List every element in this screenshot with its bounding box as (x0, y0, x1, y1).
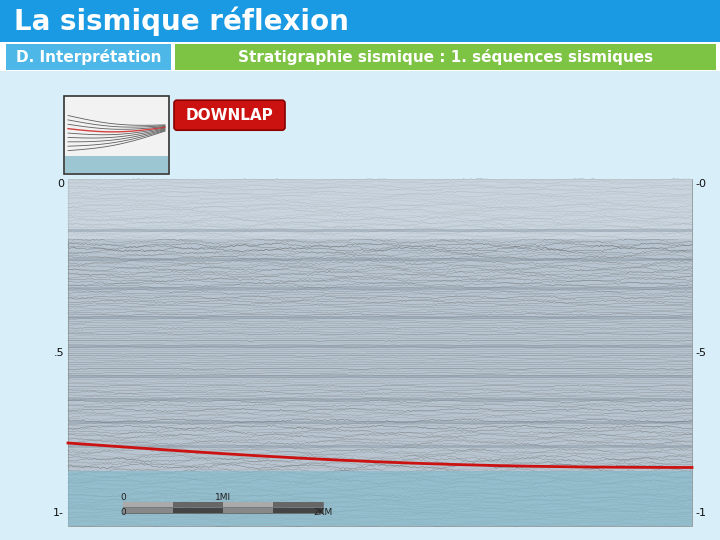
Bar (123, 508, 173, 513)
Bar (68, 375, 692, 377)
Bar (0, 0, 720, 42)
Bar (64, 96, 169, 174)
Text: -1: -1 (695, 508, 706, 518)
Bar (123, 502, 173, 507)
Bar (175, 44, 716, 70)
Text: 2KM: 2KM (313, 508, 333, 517)
Bar (68, 179, 692, 239)
Bar (223, 502, 273, 507)
Text: D. Interprétation: D. Interprétation (16, 49, 161, 65)
Bar (68, 258, 692, 261)
Bar (6, 44, 171, 70)
Text: -0: -0 (695, 179, 706, 189)
Bar (0, 71, 720, 540)
Bar (123, 508, 323, 513)
Bar (68, 346, 692, 348)
Bar (173, 508, 223, 513)
Text: 1-: 1- (53, 508, 64, 518)
Bar (68, 421, 692, 424)
Bar (68, 444, 692, 448)
Bar (68, 179, 692, 526)
Text: La sismique réflexion: La sismique réflexion (14, 6, 349, 36)
Bar (223, 508, 273, 513)
Bar (273, 508, 323, 513)
Text: -5: -5 (695, 348, 706, 357)
Text: 0: 0 (57, 179, 64, 189)
Bar (173, 502, 223, 507)
Bar (68, 471, 692, 526)
Text: DOWNLAP: DOWNLAP (186, 107, 274, 123)
Text: .5: .5 (53, 348, 64, 357)
Text: 0: 0 (120, 493, 126, 502)
Bar (65, 156, 168, 173)
Bar (68, 228, 692, 232)
Text: 0: 0 (120, 508, 126, 517)
Bar (68, 287, 692, 290)
Bar (273, 502, 323, 507)
FancyBboxPatch shape (174, 100, 285, 130)
Text: 1MI: 1MI (215, 493, 231, 502)
Bar (68, 316, 692, 319)
Bar (123, 502, 323, 507)
Bar (68, 398, 692, 401)
Text: Stratigraphie sismique : 1. séquences sismiques: Stratigraphie sismique : 1. séquences si… (238, 49, 653, 65)
